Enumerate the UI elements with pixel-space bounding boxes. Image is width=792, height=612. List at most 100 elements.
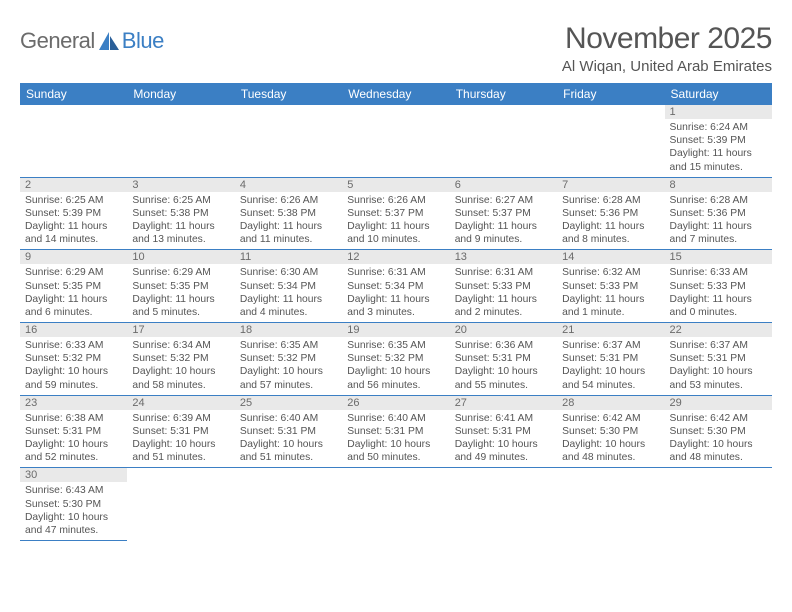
day-body: Sunrise: 6:37 AMSunset: 5:31 PMDaylight:… <box>557 337 664 395</box>
day-body <box>127 482 234 538</box>
calendar-cell <box>557 468 664 541</box>
calendar-week-row: 1Sunrise: 6:24 AMSunset: 5:39 PMDaylight… <box>20 105 772 177</box>
day-number: 28 <box>557 396 664 410</box>
logo-word-general: General <box>20 28 95 54</box>
day-number: 20 <box>450 323 557 337</box>
day-body: Sunrise: 6:29 AMSunset: 5:35 PMDaylight:… <box>127 264 234 322</box>
day-body: Sunrise: 6:43 AMSunset: 5:30 PMDaylight:… <box>20 482 127 540</box>
day-number <box>235 468 342 482</box>
day-number: 17 <box>127 323 234 337</box>
calendar-cell: 27Sunrise: 6:41 AMSunset: 5:31 PMDayligh… <box>450 395 557 468</box>
weekday-header: Tuesday <box>235 83 342 105</box>
header: General Blue November 2025 Al Wiqan, Uni… <box>20 22 772 75</box>
day-number: 5 <box>342 178 449 192</box>
weekday-header: Monday <box>127 83 234 105</box>
calendar-cell: 15Sunrise: 6:33 AMSunset: 5:33 PMDayligh… <box>665 250 772 323</box>
day-number: 25 <box>235 396 342 410</box>
day-number <box>450 105 557 119</box>
page-subtitle: Al Wiqan, United Arab Emirates <box>562 58 772 75</box>
weekday-header: Friday <box>557 83 664 105</box>
day-number: 9 <box>20 250 127 264</box>
page-title: November 2025 <box>562 22 772 56</box>
calendar-cell: 6Sunrise: 6:27 AMSunset: 5:37 PMDaylight… <box>450 177 557 250</box>
calendar-cell: 3Sunrise: 6:25 AMSunset: 5:38 PMDaylight… <box>127 177 234 250</box>
calendar-cell: 14Sunrise: 6:32 AMSunset: 5:33 PMDayligh… <box>557 250 664 323</box>
calendar-cell: 1Sunrise: 6:24 AMSunset: 5:39 PMDaylight… <box>665 105 772 177</box>
day-body <box>450 119 557 175</box>
calendar-cell: 19Sunrise: 6:35 AMSunset: 5:32 PMDayligh… <box>342 323 449 396</box>
day-body <box>342 482 449 538</box>
calendar-cell <box>342 105 449 177</box>
day-number: 4 <box>235 178 342 192</box>
day-body: Sunrise: 6:35 AMSunset: 5:32 PMDaylight:… <box>342 337 449 395</box>
calendar-table: SundayMondayTuesdayWednesdayThursdayFrid… <box>20 83 772 541</box>
day-number: 11 <box>235 250 342 264</box>
calendar-cell: 22Sunrise: 6:37 AMSunset: 5:31 PMDayligh… <box>665 323 772 396</box>
calendar-week-row: 16Sunrise: 6:33 AMSunset: 5:32 PMDayligh… <box>20 323 772 396</box>
day-body: Sunrise: 6:25 AMSunset: 5:39 PMDaylight:… <box>20 192 127 250</box>
calendar-cell: 17Sunrise: 6:34 AMSunset: 5:32 PMDayligh… <box>127 323 234 396</box>
day-body <box>20 119 127 175</box>
day-body: Sunrise: 6:34 AMSunset: 5:32 PMDaylight:… <box>127 337 234 395</box>
calendar-cell: 20Sunrise: 6:36 AMSunset: 5:31 PMDayligh… <box>450 323 557 396</box>
day-body <box>127 119 234 175</box>
day-body: Sunrise: 6:40 AMSunset: 5:31 PMDaylight:… <box>342 410 449 468</box>
day-number <box>342 105 449 119</box>
day-body <box>665 482 772 538</box>
calendar-cell <box>450 468 557 541</box>
calendar-cell: 10Sunrise: 6:29 AMSunset: 5:35 PMDayligh… <box>127 250 234 323</box>
calendar-cell: 25Sunrise: 6:40 AMSunset: 5:31 PMDayligh… <box>235 395 342 468</box>
day-body: Sunrise: 6:24 AMSunset: 5:39 PMDaylight:… <box>665 119 772 177</box>
calendar-cell <box>235 105 342 177</box>
calendar-cell: 2Sunrise: 6:25 AMSunset: 5:39 PMDaylight… <box>20 177 127 250</box>
calendar-cell <box>235 468 342 541</box>
day-body <box>450 482 557 538</box>
day-number: 7 <box>557 178 664 192</box>
day-number: 1 <box>665 105 772 119</box>
calendar-week-row: 30Sunrise: 6:43 AMSunset: 5:30 PMDayligh… <box>20 468 772 541</box>
calendar-cell: 21Sunrise: 6:37 AMSunset: 5:31 PMDayligh… <box>557 323 664 396</box>
day-number: 15 <box>665 250 772 264</box>
day-body: Sunrise: 6:31 AMSunset: 5:34 PMDaylight:… <box>342 264 449 322</box>
day-body: Sunrise: 6:25 AMSunset: 5:38 PMDaylight:… <box>127 192 234 250</box>
calendar-cell: 8Sunrise: 6:28 AMSunset: 5:36 PMDaylight… <box>665 177 772 250</box>
day-body: Sunrise: 6:42 AMSunset: 5:30 PMDaylight:… <box>557 410 664 468</box>
day-number <box>450 468 557 482</box>
calendar-cell: 16Sunrise: 6:33 AMSunset: 5:32 PMDayligh… <box>20 323 127 396</box>
day-body: Sunrise: 6:36 AMSunset: 5:31 PMDaylight:… <box>450 337 557 395</box>
day-number: 8 <box>665 178 772 192</box>
calendar-cell: 7Sunrise: 6:28 AMSunset: 5:36 PMDaylight… <box>557 177 664 250</box>
title-block: November 2025 Al Wiqan, United Arab Emir… <box>562 22 772 75</box>
day-body: Sunrise: 6:42 AMSunset: 5:30 PMDaylight:… <box>665 410 772 468</box>
day-body: Sunrise: 6:28 AMSunset: 5:36 PMDaylight:… <box>557 192 664 250</box>
day-body: Sunrise: 6:39 AMSunset: 5:31 PMDaylight:… <box>127 410 234 468</box>
day-body: Sunrise: 6:33 AMSunset: 5:32 PMDaylight:… <box>20 337 127 395</box>
day-body: Sunrise: 6:26 AMSunset: 5:37 PMDaylight:… <box>342 192 449 250</box>
weekday-header-row: SundayMondayTuesdayWednesdayThursdayFrid… <box>20 83 772 105</box>
day-number: 24 <box>127 396 234 410</box>
day-number <box>342 468 449 482</box>
day-body: Sunrise: 6:33 AMSunset: 5:33 PMDaylight:… <box>665 264 772 322</box>
day-body <box>557 119 664 175</box>
day-number <box>127 468 234 482</box>
calendar-cell: 23Sunrise: 6:38 AMSunset: 5:31 PMDayligh… <box>20 395 127 468</box>
day-number: 30 <box>20 468 127 482</box>
day-number: 27 <box>450 396 557 410</box>
day-number <box>557 468 664 482</box>
day-body <box>235 482 342 538</box>
day-number: 2 <box>20 178 127 192</box>
day-number: 16 <box>20 323 127 337</box>
day-number <box>127 105 234 119</box>
calendar-cell: 9Sunrise: 6:29 AMSunset: 5:35 PMDaylight… <box>20 250 127 323</box>
day-number: 21 <box>557 323 664 337</box>
calendar-cell: 13Sunrise: 6:31 AMSunset: 5:33 PMDayligh… <box>450 250 557 323</box>
day-number <box>557 105 664 119</box>
day-body: Sunrise: 6:31 AMSunset: 5:33 PMDaylight:… <box>450 264 557 322</box>
calendar-cell: 11Sunrise: 6:30 AMSunset: 5:34 PMDayligh… <box>235 250 342 323</box>
day-number: 10 <box>127 250 234 264</box>
day-body <box>557 482 664 538</box>
calendar-cell: 5Sunrise: 6:26 AMSunset: 5:37 PMDaylight… <box>342 177 449 250</box>
weekday-header: Wednesday <box>342 83 449 105</box>
day-number: 18 <box>235 323 342 337</box>
day-number: 3 <box>127 178 234 192</box>
